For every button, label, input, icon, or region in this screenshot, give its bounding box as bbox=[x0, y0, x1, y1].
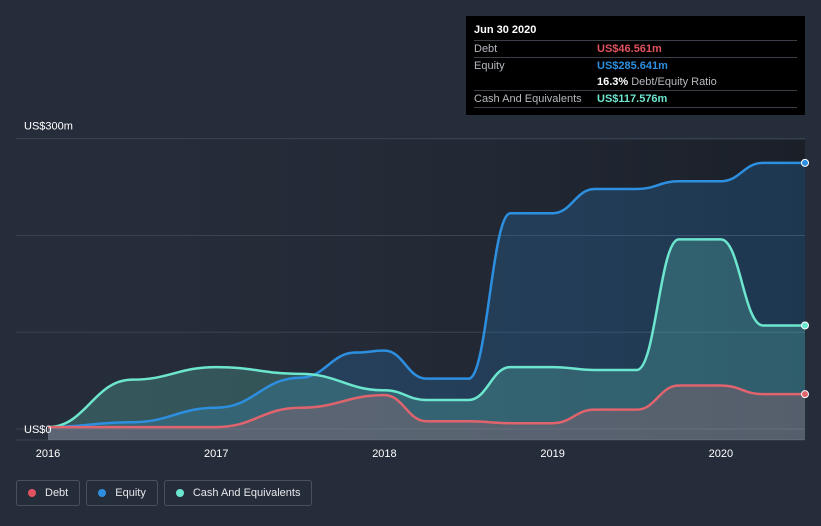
tooltip-row-ratio: 16.3% Debt/Equity Ratio bbox=[474, 74, 797, 90]
cash-area bbox=[48, 239, 805, 440]
tooltip-row-cash: Cash And Equivalents US$117.576m bbox=[474, 90, 797, 107]
tooltip-ratio-value: 16.3% bbox=[597, 76, 629, 88]
equity-line bbox=[47, 161, 805, 429]
x-tick-label: 2016 bbox=[36, 448, 60, 460]
cash-end-marker[interactable] bbox=[801, 321, 809, 330]
tooltip-ratio-label: Debt/Equity Ratio bbox=[631, 76, 717, 88]
tooltip-debt-label: Debt bbox=[474, 43, 498, 55]
tooltip-cash-value: US$117.576m bbox=[597, 93, 668, 105]
tooltip-equity-label: Equity bbox=[474, 60, 505, 72]
tooltip-row-equity: Equity US$285.641m bbox=[474, 57, 797, 74]
debt-area bbox=[48, 385, 805, 440]
x-tick-label: 2018 bbox=[372, 448, 396, 460]
x-tick-label: 2017 bbox=[204, 448, 228, 460]
cash-line bbox=[47, 238, 805, 429]
equity-end-marker[interactable] bbox=[801, 158, 809, 167]
legend: Debt Equity Cash And Equivalents bbox=[16, 480, 313, 506]
tooltip-debt-value: US$46.561m bbox=[597, 43, 662, 55]
tooltip-row-debt: Debt US$46.561m bbox=[474, 40, 797, 57]
legend-equity-label: Equity bbox=[115, 487, 146, 499]
cash-dot-icon bbox=[175, 489, 184, 497]
legend-item-cash[interactable]: Cash And Equivalents bbox=[163, 480, 313, 506]
legend-debt-label: Debt bbox=[45, 487, 69, 499]
tooltip-date: Jun 30 2020 bbox=[474, 24, 537, 36]
y-tick-label: US$300m bbox=[24, 121, 73, 133]
legend-cash-label: Cash And Equivalents bbox=[192, 487, 301, 499]
debt-line bbox=[48, 384, 805, 429]
plot-shading bbox=[16, 140, 805, 440]
legend-item-equity[interactable]: Equity bbox=[86, 480, 158, 506]
x-tick-label: 2019 bbox=[540, 448, 564, 460]
tooltip-panel: Jun 30 2020 Debt US$46.561m Equity US$28… bbox=[466, 16, 805, 115]
x-tick-label: 2020 bbox=[709, 448, 733, 460]
legend-item-debt[interactable]: Debt bbox=[16, 480, 81, 506]
debt-dot-icon bbox=[28, 489, 36, 497]
debt-end-marker[interactable] bbox=[801, 390, 809, 399]
equity-dot-icon bbox=[98, 489, 107, 497]
tooltip-equity-value: US$285.641m bbox=[597, 60, 668, 72]
tooltip-cash-label: Cash And Equivalents bbox=[474, 93, 582, 105]
y-tick-label: US$0 bbox=[24, 424, 52, 436]
